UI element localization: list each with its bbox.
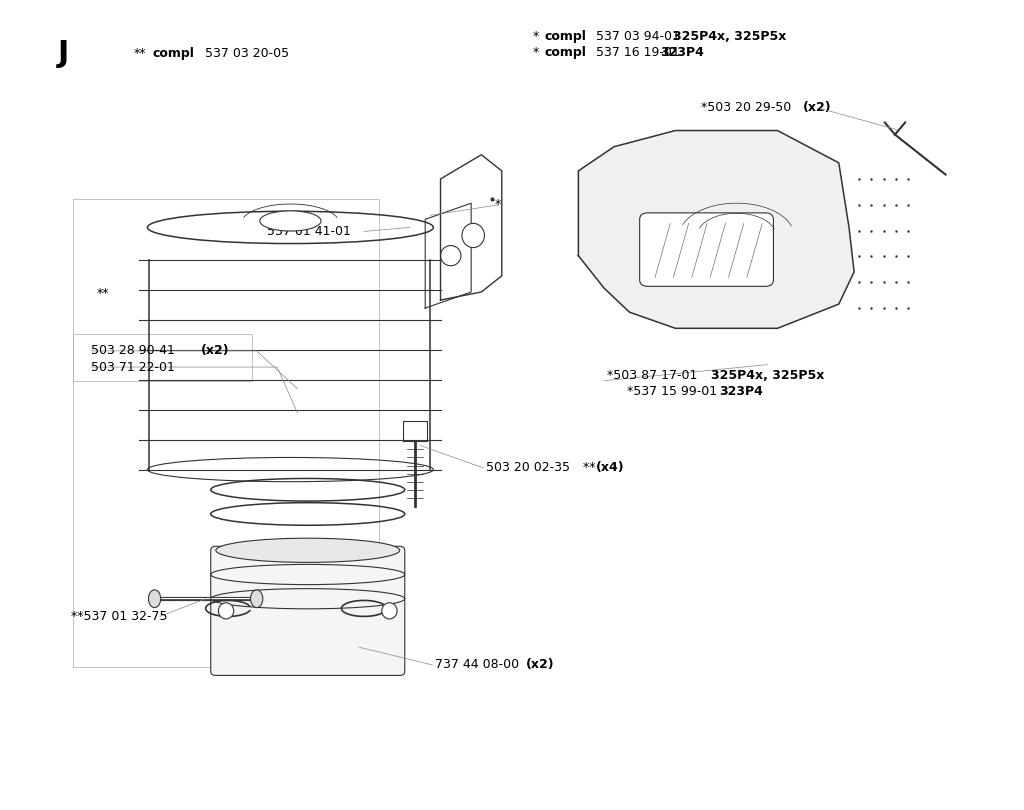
Text: *537 15 99-01: *537 15 99-01 xyxy=(628,385,722,398)
Text: 503 20 02-35: 503 20 02-35 xyxy=(486,462,570,475)
Ellipse shape xyxy=(148,590,161,608)
FancyBboxPatch shape xyxy=(640,213,773,287)
Text: **537 01 32-75: **537 01 32-75 xyxy=(71,610,167,623)
Text: 537 03 94-01: 537 03 94-01 xyxy=(592,30,684,43)
Text: 503 71 22-01: 503 71 22-01 xyxy=(91,360,175,373)
Text: *: * xyxy=(532,30,539,43)
Ellipse shape xyxy=(251,590,263,608)
Text: (x2): (x2) xyxy=(201,344,229,357)
Ellipse shape xyxy=(382,603,397,619)
Ellipse shape xyxy=(462,224,484,248)
Text: (x4): (x4) xyxy=(596,462,625,475)
Ellipse shape xyxy=(260,211,322,231)
Text: *503 87 17-01: *503 87 17-01 xyxy=(607,369,701,382)
Text: 737 44 08-00: 737 44 08-00 xyxy=(435,659,523,671)
Text: 537 03 20-05: 537 03 20-05 xyxy=(201,47,289,61)
Text: (x2): (x2) xyxy=(526,659,555,671)
Text: 325P4x, 325P5x: 325P4x, 325P5x xyxy=(674,30,786,43)
Text: compl: compl xyxy=(545,30,587,43)
Text: **: ** xyxy=(96,287,109,300)
Text: 323P4: 323P4 xyxy=(719,385,763,398)
Text: 325P4x, 325P5x: 325P4x, 325P5x xyxy=(711,369,824,382)
Text: compl: compl xyxy=(545,45,587,59)
Text: (x2): (x2) xyxy=(803,101,831,114)
Ellipse shape xyxy=(218,603,233,619)
Text: **: ** xyxy=(584,462,600,475)
Text: 323P4: 323P4 xyxy=(660,45,703,59)
FancyBboxPatch shape xyxy=(211,546,404,676)
Text: *503 20 29-50: *503 20 29-50 xyxy=(700,101,796,114)
Polygon shape xyxy=(579,130,854,328)
Text: *: * xyxy=(532,45,539,59)
Text: 537 01 41-01: 537 01 41-01 xyxy=(267,225,351,238)
Text: 503 28 90-41: 503 28 90-41 xyxy=(91,344,179,357)
Text: compl: compl xyxy=(153,47,195,61)
Text: *: * xyxy=(495,198,501,211)
Text: 537 16 19-01: 537 16 19-01 xyxy=(592,45,683,59)
Text: **: ** xyxy=(134,47,146,61)
Text: J: J xyxy=(57,40,69,68)
Ellipse shape xyxy=(216,538,399,562)
